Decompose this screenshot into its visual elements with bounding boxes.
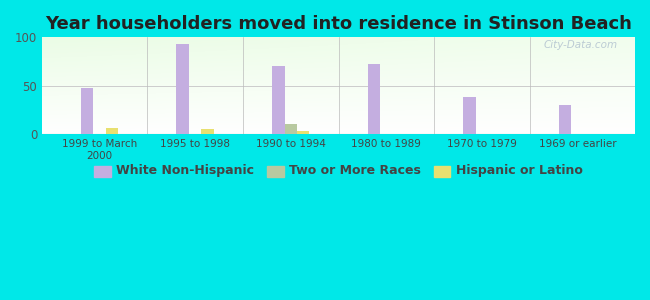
- Legend: White Non-Hispanic, Two or More Races, Hispanic or Latino: White Non-Hispanic, Two or More Races, H…: [90, 160, 587, 181]
- Bar: [559, 105, 571, 134]
- Bar: [297, 131, 309, 134]
- Bar: [272, 66, 285, 134]
- Bar: [463, 98, 476, 134]
- Bar: [176, 44, 189, 134]
- Bar: [202, 129, 214, 134]
- Bar: [285, 124, 297, 134]
- Bar: [106, 128, 118, 134]
- Bar: [81, 88, 93, 134]
- Bar: [368, 64, 380, 134]
- Text: City-Data.com: City-Data.com: [543, 40, 618, 50]
- Title: Year householders moved into residence in Stinson Beach: Year householders moved into residence i…: [45, 15, 632, 33]
